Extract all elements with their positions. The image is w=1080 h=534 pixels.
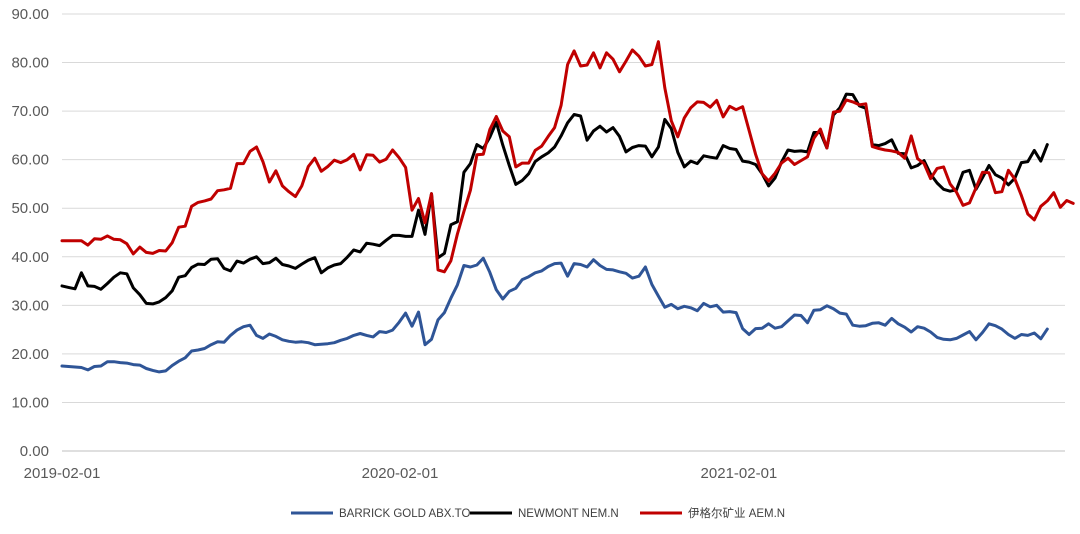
series-line-2 — [60, 40, 1075, 274]
x-tick-label: 2020-02-01 — [362, 465, 439, 482]
y-tick-label: 60.00 — [11, 152, 49, 169]
y-axis-tick-labels: 0.00 10.00 20.00 30.00 40.00 50.00 60.00 70.00 8… — [11, 6, 49, 460]
series-line-0 — [60, 256, 1049, 374]
legend-label: BARRICK GOLD ABX.TO — [339, 508, 470, 520]
legend-label: NEWMONT NEM.N — [518, 508, 619, 520]
y-tick-label: 90.00 — [11, 6, 49, 23]
series-line-1 — [60, 92, 1049, 306]
x-tick-label: 2021-02-01 — [701, 465, 778, 482]
y-tick-label: 50.00 — [11, 200, 49, 217]
y-tick-label: 30.00 — [11, 297, 49, 314]
y-tick-label: 0.00 — [20, 443, 49, 460]
gridlines — [62, 13, 1065, 452]
x-axis-tick-labels: 2019-02-01 2020-02-01 2021-02-01 — [24, 465, 778, 482]
y-tick-label: 70.00 — [11, 103, 49, 120]
legend-label: 伊格尔矿业 AEM.N — [688, 506, 785, 520]
y-tick-label: 80.00 — [11, 55, 49, 72]
x-tick-label: 2019-02-01 — [24, 465, 101, 482]
series-lines — [60, 40, 1075, 374]
legend: BARRICK GOLD ABX.TO NEWMONT NEM.N 伊格尔矿业 AE… — [291, 506, 785, 520]
y-tick-label: 20.00 — [11, 346, 49, 363]
y-tick-label: 10.00 — [11, 394, 49, 411]
y-tick-label: 40.00 — [11, 249, 49, 266]
